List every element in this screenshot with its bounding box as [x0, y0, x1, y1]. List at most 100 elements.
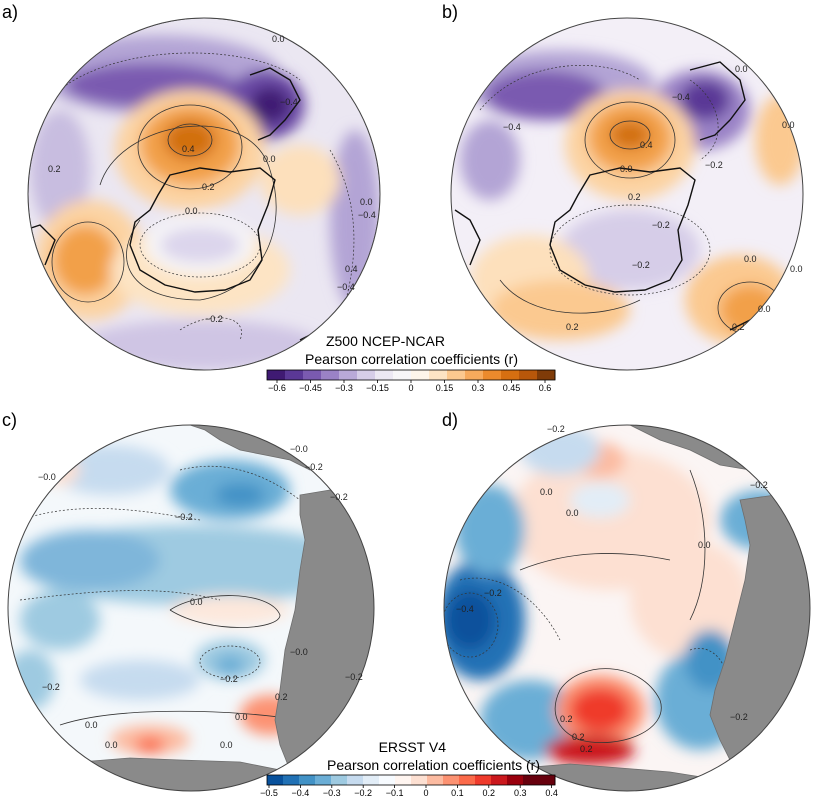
contour-label: 0.0: [540, 487, 553, 497]
contour-label: 0.0: [85, 720, 98, 730]
colorbar-swatch: [411, 775, 428, 785]
panel-label-a: a): [2, 2, 18, 22]
colorbar-swatch: [331, 775, 348, 785]
colorbar-top-subtitle: Pearson correlation coefficients (r): [305, 351, 518, 367]
colorbar-swatch: [501, 370, 520, 380]
colorbar-tick-label: −0.2: [354, 788, 372, 797]
contour-label: −0.2: [547, 424, 565, 434]
contour-label: 0.0: [782, 120, 795, 130]
colorbar-swatch: [357, 370, 376, 380]
colorbar-tick-label: 0.6: [539, 383, 552, 393]
colorbar-tick-label: 0.1: [451, 788, 464, 797]
colorbar-tick-label: −0.3: [335, 383, 353, 393]
contour-label: −0.2: [345, 672, 363, 682]
contour-label: 0.4: [182, 144, 195, 154]
colorbar-tick-label: 0.2: [483, 788, 496, 797]
contour-label: −0.4: [358, 210, 376, 220]
colorbar-tick-label: −0.15: [366, 383, 389, 393]
panel-b-map: −0.4 0.0 −0.4 0.4 0.0 −0.2 0.2 0.0 −0.2 …: [450, 17, 804, 371]
contour-label: −0.2: [705, 160, 723, 170]
contour-label: −0.2: [750, 480, 768, 490]
colorbar-tick-label: −0.6: [268, 383, 286, 393]
contour-label: 0.4: [640, 140, 653, 150]
colorbar-swatch: [447, 370, 466, 380]
colorbar-tick-label: −0.4: [292, 788, 310, 797]
colorbar-swatch: [393, 370, 412, 380]
panel-c-map: −0.0 −0.2 −0.2 −0.2 0.0 −0.2 −0.0 −0.2 −…: [7, 424, 375, 792]
colorbar-swatch: [315, 775, 332, 785]
contour-label: 0.2: [566, 322, 579, 332]
contour-label: 0.0: [790, 264, 803, 274]
colorbar-tick-label: 0.15: [436, 383, 454, 393]
contour-label: 0.0: [190, 597, 203, 607]
contour-label: 0.0: [105, 740, 118, 750]
panel-d-map: −0.2 0.0 0.0 0.0 −0.4 −0.2 0.2 0.2 0.2 −…: [443, 424, 811, 792]
colorbar-swatch: [523, 775, 540, 785]
contour-label: 0.2: [560, 714, 573, 724]
colorbar-swatch: [395, 775, 412, 785]
colorbar-tick-label: 0.3: [472, 383, 485, 393]
contour-label: −0.2: [484, 588, 502, 598]
contour-label: −0.4: [337, 282, 355, 292]
colorbar-tick-label: 0.3: [514, 788, 527, 797]
colorbar-top-ticks: −0.6 −0.45 −0.3 −0.15 0 0.15 0.3 0.45 0.6: [268, 380, 551, 393]
contour-label: 0.0: [698, 540, 711, 550]
colorbar-swatch: [427, 775, 444, 785]
colorbar-swatch: [303, 370, 322, 380]
colorbar-swatch: [375, 370, 394, 380]
contour-label: 0.0: [360, 197, 373, 207]
contour-label: 0.2: [732, 322, 745, 332]
colorbar-bottom-swatches: [267, 775, 556, 785]
colorbar-swatch: [465, 370, 484, 380]
contour-label: −0.2: [175, 512, 193, 522]
colorbar-tick-label: 0: [408, 383, 413, 393]
contour-label: −0.2: [632, 260, 650, 270]
contour-label: −0.2: [730, 712, 748, 722]
colorbar-swatch: [519, 370, 538, 380]
panel-label-d: d): [442, 410, 458, 430]
contour-label: 0.2: [48, 164, 61, 174]
contour-label: −0.2: [652, 220, 670, 230]
colorbar-tick-label: −0.45: [299, 383, 322, 393]
contour-label: 0.0: [220, 740, 233, 750]
colorbar-tick-label: −0.3: [323, 788, 341, 797]
colorbar-swatch: [299, 775, 316, 785]
contour-label: −0.0: [290, 444, 308, 454]
contour-label: −0.2: [305, 462, 323, 472]
contour-label: 0.0: [235, 712, 248, 722]
colorbar-top-swatches: [267, 370, 556, 380]
colorbar-swatch: [321, 370, 340, 380]
contour-label: −0.2: [220, 674, 238, 684]
contour-label: −0.4: [280, 97, 298, 107]
colorbar-swatch: [267, 775, 284, 785]
contour-label: 0.2: [202, 182, 215, 192]
colorbar-swatch: [411, 370, 430, 380]
colorbar-bottom-ticks: −0.5 −0.4 −0.3 −0.2 −0.1 0 0.1 0.2 0.3 0.4: [260, 785, 558, 797]
contour-label: 0.0: [185, 206, 198, 216]
contour-label: 0.2: [572, 732, 585, 742]
contour-label: −0.2: [330, 492, 348, 502]
colorbar-tick-label: 0.4: [545, 788, 558, 797]
colorbar-swatch: [363, 775, 380, 785]
colorbar-swatch: [283, 775, 300, 785]
contour-label: 0.2: [628, 192, 641, 202]
colorbar-swatch: [475, 775, 492, 785]
colorbar-swatch: [379, 775, 396, 785]
contour-label: 0.0: [735, 64, 748, 74]
colorbar-swatch: [339, 370, 358, 380]
contour-label: −0.4: [503, 122, 521, 132]
colorbar-swatch: [491, 775, 508, 785]
contour-label: −0.4: [672, 92, 690, 102]
contour-label: −0.2: [42, 682, 60, 692]
colorbar-swatch: [347, 775, 364, 785]
contour-label: 0.4: [345, 264, 358, 274]
contour-label: −0.4: [456, 604, 474, 614]
contour-label: −0.0: [38, 472, 56, 482]
contour-label: 0.0: [263, 154, 276, 164]
colorbar-swatch: [483, 370, 502, 380]
colorbar-swatch: [539, 775, 556, 785]
contour-label: 0.2: [275, 692, 288, 702]
colorbar-tick-label: 0: [423, 788, 428, 797]
colorbar-tick-label: 0.45: [503, 383, 521, 393]
